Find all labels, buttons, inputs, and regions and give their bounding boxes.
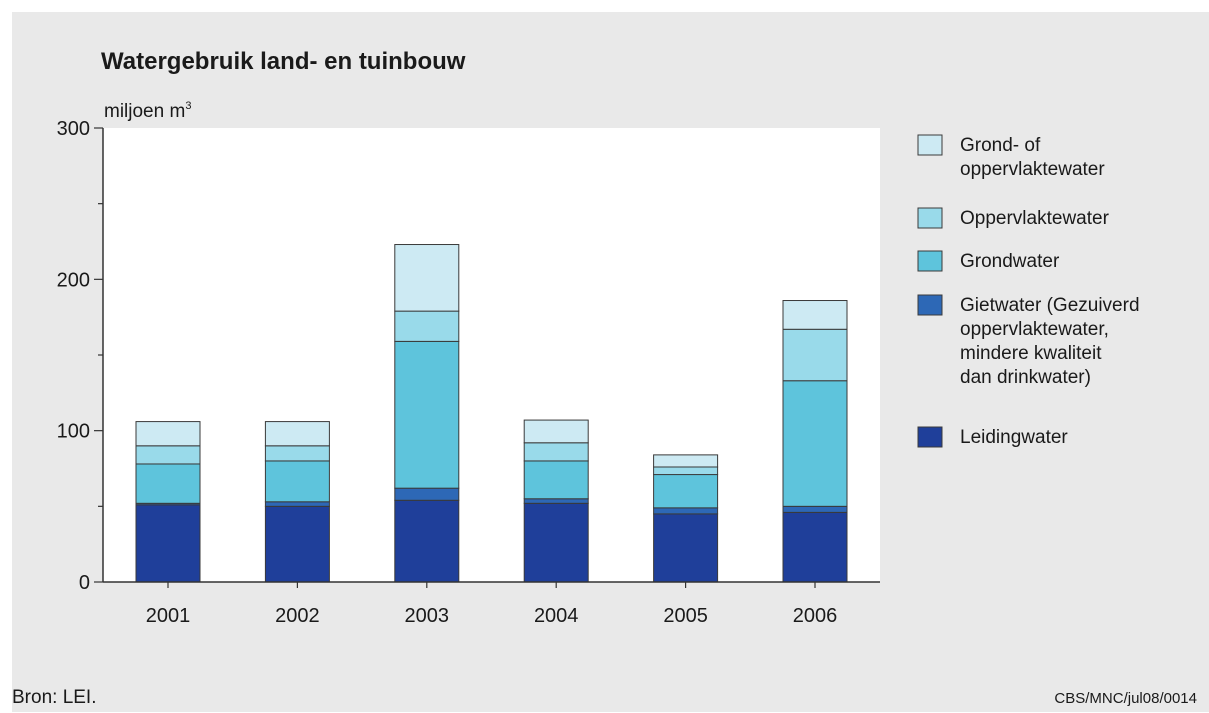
- legend-label-4-line-4: dan drinkwater): [960, 367, 1091, 388]
- x-tick-label-2006: 2006: [793, 605, 838, 627]
- y-axis-unit-text: miljoen m: [104, 101, 185, 122]
- bar-segment-2002-series-5: [264, 421, 330, 447]
- bar-segment-2001-series-3: [135, 463, 201, 504]
- axes-group: 0 100 200 300 2001 2002 2003 2004 2005 2006: [57, 118, 880, 627]
- source-note: Bron: LEI.: [12, 687, 97, 708]
- bar-segment-2005-series-2: [653, 507, 719, 515]
- legend-label-1-line-2: oppervlaktewater: [960, 159, 1105, 180]
- bar-segment-2004-series-2: [523, 498, 589, 504]
- bar-segment-2006-series-2: [782, 505, 848, 513]
- chart-code: CBS/MNC/jul08/0014: [1054, 690, 1197, 707]
- bar-segment-2003-series-4: [394, 310, 460, 342]
- y-axis-unit-superscript: 3: [185, 100, 191, 112]
- legend-swatch-1: [917, 134, 943, 156]
- bar-segment-2006-series-5: [782, 300, 848, 330]
- bar-segment-2005-series-5: [653, 454, 719, 468]
- bar-segment-2006-series-4: [782, 328, 848, 382]
- legend-swatch-2: [917, 207, 943, 229]
- x-tick-label-2005: 2005: [663, 605, 708, 627]
- bar-segment-2004-series-5: [523, 419, 589, 444]
- chart-title: Watergebruik land- en tuinbouw: [101, 48, 466, 75]
- legend-swatch-3: [917, 250, 943, 272]
- y-axis-unit-label: miljoen m3: [104, 100, 191, 122]
- bar-segment-2003-series-1: [394, 499, 460, 583]
- x-tick-label-2003: 2003: [405, 605, 450, 627]
- bar-segment-2003-series-5: [394, 244, 460, 312]
- legend-label-4-line-1: Gietwater (Gezuiverd: [960, 295, 1140, 316]
- x-tick-label-2002: 2002: [275, 605, 320, 627]
- bar-segment-2001-series-5: [135, 421, 201, 447]
- bar-segment-2001-series-1: [135, 504, 201, 583]
- bar-segment-2002-series-2: [264, 501, 330, 507]
- legend-label-4-line-2: oppervlaktewater,: [960, 319, 1109, 340]
- legend: Grond- of oppervlaktewater Oppervlaktewate…: [917, 134, 1140, 448]
- bar-segment-2002-series-4: [264, 445, 330, 462]
- bar-segment-2006-series-1: [782, 511, 848, 583]
- bar-segment-2005-series-1: [653, 513, 719, 583]
- x-tick-label-2004: 2004: [534, 605, 579, 627]
- bar-segment-2005-series-3: [653, 474, 719, 509]
- bar-segment-2004-series-1: [523, 502, 589, 583]
- bar-segment-2003-series-2: [394, 487, 460, 501]
- bar-segment-2002-series-3: [264, 460, 330, 503]
- legend-label-5-line-1: Leidingwater: [960, 427, 1068, 448]
- bar-segment-2002-series-1: [264, 505, 330, 583]
- legend-label-2-line-1: Oppervlaktewater: [960, 208, 1110, 229]
- y-tick-label-300: 300: [57, 118, 90, 140]
- y-tick-label-100: 100: [57, 421, 90, 443]
- y-tick-label-200: 200: [57, 269, 90, 291]
- bars-group: [135, 244, 848, 583]
- bar-segment-2004-series-3: [523, 460, 589, 500]
- bar-segment-2004-series-4: [523, 442, 589, 462]
- legend-swatch-5: [917, 426, 943, 448]
- plot-area: [103, 128, 880, 582]
- bar-segment-2001-series-4: [135, 445, 201, 465]
- legend-label-4-line-3: mindere kwaliteit: [960, 343, 1102, 364]
- y-tick-label-0: 0: [79, 572, 90, 594]
- bar-segment-2005-series-4: [653, 466, 719, 476]
- legend-label-1-line-1: Grond- of: [960, 135, 1041, 156]
- bar-segment-2006-series-3: [782, 380, 848, 507]
- legend-swatch-4: [917, 294, 943, 316]
- x-tick-label-2001: 2001: [146, 605, 191, 627]
- legend-label-3-line-1: Grondwater: [960, 251, 1060, 272]
- bar-segment-2003-series-3: [394, 340, 460, 489]
